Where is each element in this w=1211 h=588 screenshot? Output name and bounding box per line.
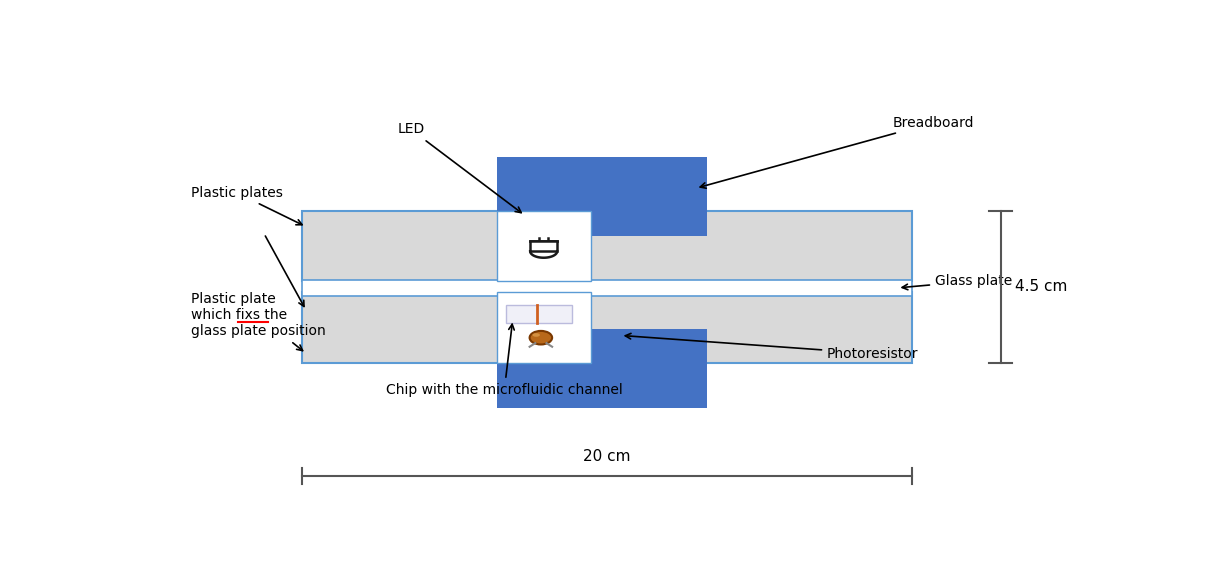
Bar <box>302 280 912 296</box>
Text: Plastic plate
which fixs the
glass plate position: Plastic plate which fixs the glass plate… <box>191 292 326 350</box>
Bar <box>530 240 557 251</box>
Bar <box>497 211 591 281</box>
Bar <box>506 305 572 323</box>
Ellipse shape <box>529 331 552 345</box>
Bar <box>497 156 707 236</box>
Ellipse shape <box>533 333 540 337</box>
Bar <box>497 292 591 363</box>
Text: Photoresistor: Photoresistor <box>625 333 919 360</box>
Text: 4.5 cm: 4.5 cm <box>1015 279 1067 294</box>
Text: Glass plate: Glass plate <box>902 274 1012 290</box>
Bar <box>302 292 912 363</box>
Bar <box>497 329 707 408</box>
Text: Plastic plates: Plastic plates <box>191 186 302 225</box>
Bar <box>302 211 912 281</box>
Text: LED: LED <box>397 122 521 213</box>
Text: 20 cm: 20 cm <box>582 449 630 465</box>
Text: Chip with the microfluidic channel: Chip with the microfluidic channel <box>386 324 622 397</box>
Text: Breadboard: Breadboard <box>700 116 975 188</box>
